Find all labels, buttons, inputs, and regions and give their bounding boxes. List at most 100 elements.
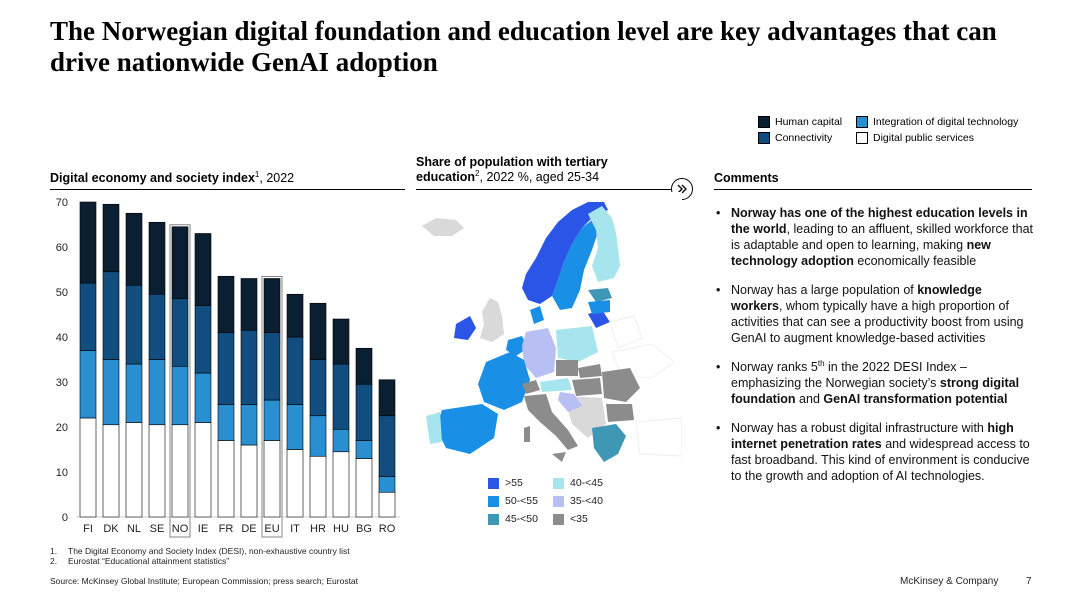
comment-text: Norway has a large population of — [731, 283, 918, 297]
x-tick-label: NO — [172, 523, 189, 535]
y-tick-label: 10 — [56, 467, 68, 479]
page-number: 7 — [1026, 576, 1032, 587]
x-tick-label: RO — [379, 523, 396, 535]
bar-segment — [194, 372, 212, 423]
comment-item: Norway has a robust digital infrastructu… — [714, 420, 1034, 484]
x-tick-label: SE — [150, 523, 165, 535]
x-tick-label: EU — [264, 523, 279, 535]
bar-segment — [125, 363, 143, 423]
footnotes: 1. The Digital Economy and Society Index … — [50, 546, 650, 566]
left-chart-title-rest: , 2022 — [259, 171, 295, 185]
bar-segment — [355, 440, 373, 459]
comment-text: Norway has one of the highest education … — [731, 206, 1028, 236]
legend-item-connectivity: Connectivity — [758, 132, 856, 144]
comment-text: in the 2022 DESI Index – emphasizing the… — [731, 360, 967, 390]
map-region-slovenia-croatia — [558, 392, 582, 412]
legend-item-integration: Integration of digital technology — [856, 116, 1018, 128]
footnote-ref-1: 1 — [254, 169, 260, 179]
comment-text: high internet penetration rates — [731, 421, 1014, 451]
bar-segment — [79, 417, 97, 518]
y-tick-label: 50 — [56, 287, 68, 299]
map-legend-item: >55 — [488, 477, 553, 489]
bar-segment — [102, 424, 120, 518]
comment-item: Norway has one of the highest education … — [714, 205, 1034, 269]
bar-segment — [148, 221, 166, 295]
map-region-bulgaria — [606, 404, 634, 422]
bar-segment — [171, 424, 189, 518]
bar-segment — [240, 404, 258, 446]
desi-bar-chart: 0 10 20 30 40 50 60 70 FI DK NL SE NO IE FR DE EU IT HR HU B… — [56, 197, 400, 538]
map-legend: >55 40-<45 50-<55 35-<40 45-<50 <35 — [488, 477, 628, 525]
map-region-austria — [540, 378, 572, 392]
map-region-hungary — [572, 378, 602, 396]
comment-text: knowledge workers — [731, 283, 982, 313]
map-region-turkey — [635, 417, 682, 457]
bar-segment — [332, 451, 350, 518]
bar-segment — [217, 332, 235, 405]
map-region-finland — [588, 206, 622, 282]
bar-segment — [217, 440, 235, 518]
bar-segment — [148, 424, 166, 518]
x-tick-label: NL — [127, 523, 141, 535]
bar-segment — [102, 359, 120, 426]
comment-text: Norway ranks 5 — [731, 360, 818, 374]
comments-list: Norway has one of the highest education … — [714, 205, 1034, 497]
map-region-norway — [522, 202, 608, 304]
left-chart-title-bold: Digital economy and society index — [50, 171, 255, 185]
bar-segment — [378, 379, 396, 417]
bar-segment — [148, 293, 166, 360]
footnote-ref-2: 2 — [475, 168, 480, 178]
comment-text: and — [795, 392, 824, 406]
map-legend-item: 40-<45 — [553, 477, 618, 489]
page-title: The Norwegian digital foundation and edu… — [50, 16, 997, 77]
y-tick-label: 40 — [56, 332, 68, 344]
map-region-benelux — [506, 336, 528, 356]
map-region-latvia — [588, 300, 610, 314]
comment-text: , leading to an affluent, skilled workfo… — [731, 222, 1034, 252]
map-region-slovakia — [578, 364, 602, 378]
map-region-sweden — [552, 220, 598, 310]
bar-segment — [171, 365, 189, 426]
map-title-rest: , 2022 %, aged 25-34 — [479, 170, 600, 184]
x-tick-label: DE — [241, 523, 256, 535]
map-region-czechia — [556, 360, 578, 376]
map-region-greece — [592, 424, 626, 462]
bar-segment — [309, 415, 327, 457]
comment-text: , whom typically have a high proportion … — [731, 299, 1024, 345]
bar-segment — [332, 428, 350, 453]
x-tick-label: IE — [198, 523, 208, 535]
bar-segment — [263, 440, 281, 518]
bar-segment — [240, 278, 258, 331]
divider-right — [714, 189, 1032, 190]
comment-text: economically feasible — [853, 254, 977, 268]
bar-segment — [286, 449, 304, 518]
legend-label: Integration of digital technology — [873, 116, 1019, 128]
x-tick-label: DK — [103, 523, 119, 535]
map-region-italy — [524, 394, 578, 450]
footnote-2: 2. Eurostat “Educational attainment stati… — [50, 556, 230, 566]
bar-segment — [378, 476, 396, 493]
bar-segment — [309, 302, 327, 360]
map-region-belarus — [609, 315, 643, 349]
map-legend-item: 50-<55 — [488, 495, 553, 507]
map-title-bold2: education — [416, 170, 476, 184]
bar-segment — [263, 278, 281, 333]
legend-label: Digital public services — [873, 132, 974, 144]
footnote-1: 1. The Digital Economy and Society Index … — [50, 546, 350, 556]
map-region-denmark — [530, 306, 544, 324]
bar-segment — [102, 203, 120, 273]
map-region-sicily — [552, 452, 566, 462]
legend-label: Human capital — [775, 116, 843, 128]
bar-segment — [194, 233, 212, 306]
map-legend-item: <35 — [553, 513, 618, 525]
comment-item: Norway has a large population of knowled… — [714, 282, 1034, 346]
y-tick-label: 0 — [62, 512, 68, 524]
legend-swatch — [758, 132, 770, 144]
highlight-box — [261, 276, 283, 538]
map-region-iceland — [422, 218, 464, 236]
map-region-uk — [480, 298, 504, 342]
map-region-sardinia — [524, 426, 530, 442]
bar-segment — [286, 293, 304, 338]
x-tick-label: HU — [333, 523, 349, 535]
bar-segment — [171, 226, 189, 300]
